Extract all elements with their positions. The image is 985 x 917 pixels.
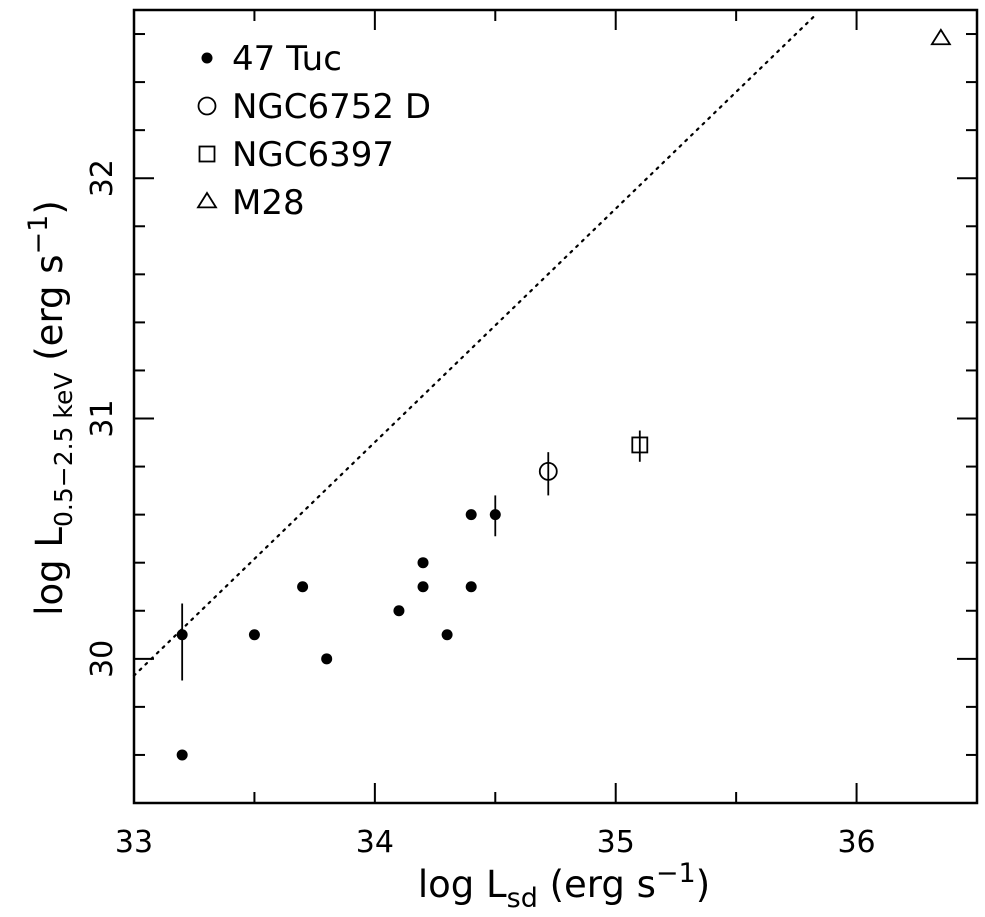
data-point-47-tuc <box>297 581 309 593</box>
data-points-group <box>176 28 952 761</box>
y-tick-label: 30 <box>85 640 120 678</box>
data-point-47-tuc <box>417 581 429 593</box>
data-point-47-tuc <box>176 749 188 761</box>
plot-frame <box>132 8 979 805</box>
legend-label-47-tuc: 47 Tuc <box>232 39 342 79</box>
data-point-47-tuc <box>176 629 188 641</box>
axis-ticks-group <box>133 10 978 804</box>
data-point-ngc6752-d <box>538 461 558 481</box>
data-point-47-tuc <box>248 629 260 641</box>
legend: 47 Tuc NGC6752 D NGC6397 M28 <box>196 39 431 223</box>
data-point-47-tuc <box>465 509 477 521</box>
legend-label-ngc6752-d: NGC6752 D <box>232 87 431 127</box>
data-point-47-tuc <box>393 605 405 617</box>
y-tick-label: 31 <box>85 399 120 437</box>
data-point-47-tuc <box>417 557 429 569</box>
x-tick-label: 33 <box>115 825 153 860</box>
x-axis-label: log Lsd (erg s−1) <box>418 858 710 914</box>
data-point-47-tuc <box>441 629 453 641</box>
data-point-47-tuc <box>489 509 501 521</box>
legend-marker-m28 <box>196 191 218 209</box>
tick-labels-group: 33 34 35 36 30 31 32 <box>85 159 876 860</box>
y-axis-label: log L0.5−2.5 keV (erg s−1) <box>23 200 78 616</box>
legend-marker-ngc6752-d <box>197 96 217 116</box>
y-tick-label: 32 <box>85 159 120 197</box>
reference-line-group <box>132 16 815 677</box>
legend-marker-ngc6397 <box>198 145 216 163</box>
data-point-m28 <box>930 28 952 46</box>
legend-marker-47-tuc <box>201 52 213 64</box>
data-point-47-tuc <box>321 653 333 665</box>
error-bars-group <box>181 430 641 681</box>
x-tick-label: 36 <box>837 825 875 860</box>
legend-label-m28: M28 <box>232 183 305 223</box>
x-tick-label: 34 <box>356 825 394 860</box>
x-tick-label: 35 <box>597 825 635 860</box>
reference-line <box>132 16 815 677</box>
data-point-ngc6397 <box>631 436 649 454</box>
data-point-47-tuc <box>465 581 477 593</box>
legend-label-ngc6397: NGC6397 <box>232 135 394 175</box>
